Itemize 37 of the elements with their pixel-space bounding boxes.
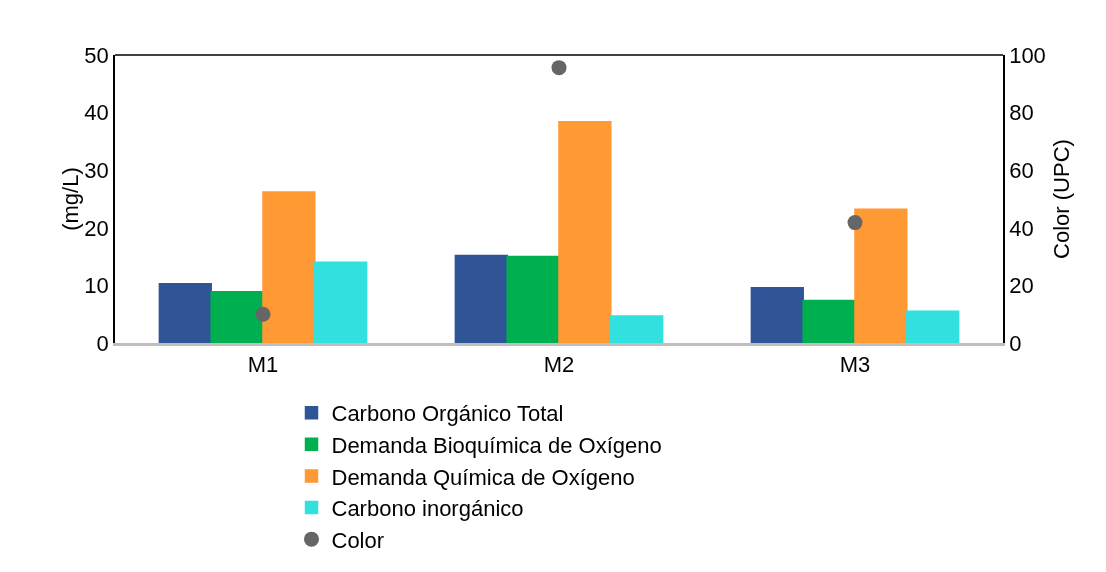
point bbox=[847, 215, 863, 231]
y2-tick-label: 100 bbox=[1009, 42, 1046, 68]
y2-tick-label: 80 bbox=[1009, 100, 1034, 126]
y-tick-label: 30 bbox=[84, 157, 109, 183]
y-tick-label: 20 bbox=[84, 215, 109, 241]
y2-tick-label: 40 bbox=[1009, 215, 1034, 241]
bar bbox=[750, 286, 804, 343]
legend-label: Demanda Bioquímica de Oxígeno bbox=[331, 432, 662, 458]
x-tick-label: M2 bbox=[543, 352, 575, 378]
y2-tick-label: 20 bbox=[1009, 273, 1034, 299]
y-tick-label: 40 bbox=[84, 100, 109, 126]
bar bbox=[262, 191, 316, 343]
point bbox=[255, 306, 271, 322]
x-tick-label: M1 bbox=[247, 352, 279, 378]
bar bbox=[158, 282, 212, 343]
legend-label: Color bbox=[331, 527, 385, 553]
bar bbox=[802, 299, 856, 343]
bar bbox=[558, 121, 612, 343]
bar bbox=[314, 261, 368, 343]
y2-axis-title: Color (UPC) bbox=[1048, 139, 1074, 259]
y2-tick-label: 0 bbox=[1009, 330, 1022, 356]
y-axis-title: (mg/L) bbox=[57, 167, 83, 231]
bar bbox=[610, 315, 664, 343]
legend-label: Carbono inorgánico bbox=[331, 496, 524, 522]
y2-tick-label: 60 bbox=[1009, 157, 1034, 183]
point bbox=[551, 60, 567, 76]
bar bbox=[210, 290, 264, 343]
bar bbox=[454, 254, 508, 343]
bar bbox=[854, 208, 908, 343]
y-tick-label: 0 bbox=[96, 330, 109, 356]
y-tick-label: 10 bbox=[84, 273, 109, 299]
y-tick-label: 50 bbox=[84, 42, 109, 68]
bar bbox=[906, 310, 960, 343]
legend-label: Demanda Química de Oxígeno bbox=[331, 464, 635, 490]
legend-label: Carbono Orgánico Total bbox=[331, 401, 564, 427]
bar bbox=[506, 255, 560, 343]
x-tick-label: M3 bbox=[839, 352, 871, 378]
